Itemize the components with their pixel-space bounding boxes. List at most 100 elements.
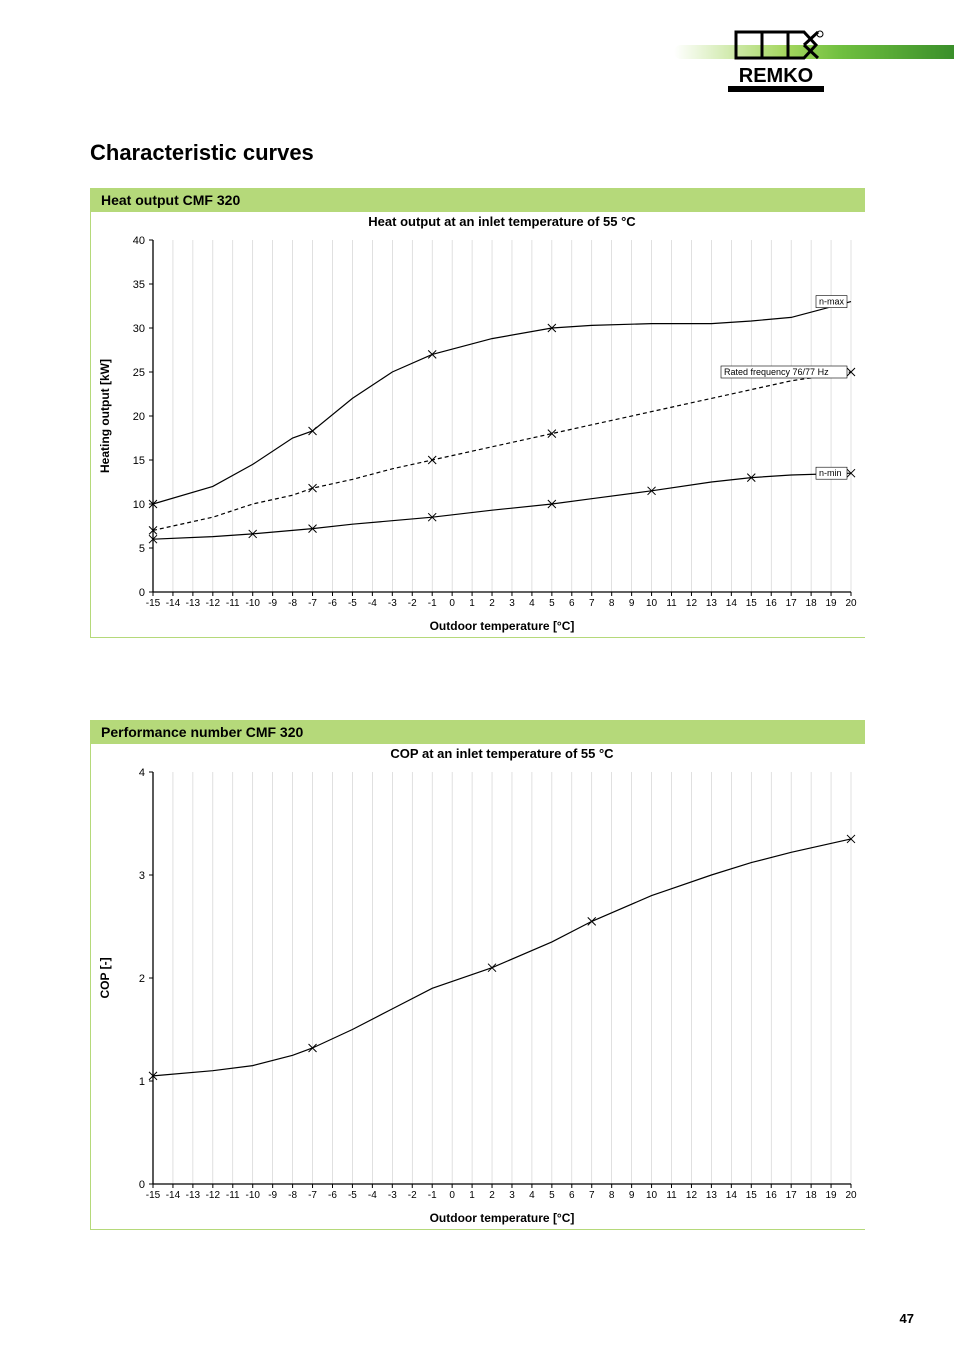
svg-text:25: 25 (133, 367, 145, 379)
chart1-plot-area: Heat output at an inlet temperature of 5… (91, 212, 865, 635)
svg-text:COP at an inlet temperature of: COP at an inlet temperature of 55 °C (390, 746, 614, 761)
svg-text:Outdoor temperature [°C]: Outdoor temperature [°C] (430, 1211, 575, 1225)
chart-heat-output: Heat output CMF 320 Heat output at an in… (90, 188, 865, 638)
svg-text:18: 18 (806, 1190, 818, 1201)
svg-text:n-max: n-max (819, 297, 845, 307)
brand-logo: REMKO (728, 28, 824, 96)
svg-text:-14: -14 (166, 598, 181, 609)
svg-text:-2: -2 (408, 598, 417, 609)
svg-text:-1: -1 (428, 598, 437, 609)
svg-text:30: 30 (133, 323, 145, 335)
svg-text:1: 1 (469, 598, 475, 609)
svg-text:19: 19 (825, 598, 837, 609)
brand-text: REMKO (739, 65, 813, 87)
svg-text:-4: -4 (368, 1190, 377, 1201)
svg-text:3: 3 (509, 1190, 515, 1201)
svg-text:-13: -13 (186, 598, 201, 609)
svg-text:35: 35 (133, 279, 145, 291)
svg-text:8: 8 (609, 1190, 615, 1201)
chart2-header: Performance number CMF 320 (91, 720, 865, 744)
svg-text:10: 10 (646, 598, 658, 609)
svg-text:-11: -11 (226, 1190, 240, 1201)
svg-text:-15: -15 (146, 1190, 161, 1201)
svg-text:3: 3 (139, 870, 145, 882)
svg-text:-11: -11 (226, 598, 240, 609)
svg-text:5: 5 (549, 598, 555, 609)
svg-text:20: 20 (133, 411, 145, 423)
svg-text:13: 13 (706, 598, 718, 609)
chart2-svg: COP at an inlet temperature of 55 °C-15-… (91, 744, 866, 1228)
svg-text:0: 0 (139, 1179, 145, 1191)
page-title: Characteristic curves (90, 140, 314, 166)
page-number: 47 (900, 1311, 914, 1326)
svg-text:4: 4 (529, 1190, 535, 1201)
svg-text:-3: -3 (388, 1190, 397, 1201)
svg-text:-7: -7 (308, 598, 317, 609)
svg-text:-5: -5 (348, 1190, 357, 1201)
svg-text:6: 6 (569, 598, 575, 609)
svg-text:-3: -3 (388, 598, 397, 609)
svg-text:5: 5 (139, 543, 145, 555)
svg-text:4: 4 (529, 598, 535, 609)
chart2-plot-area: COP at an inlet temperature of 55 °C-15-… (91, 744, 865, 1227)
svg-text:15: 15 (746, 1190, 758, 1201)
svg-text:11: 11 (666, 1190, 677, 1201)
svg-text:1: 1 (139, 1076, 145, 1088)
svg-text:-13: -13 (186, 1190, 201, 1201)
svg-text:-14: -14 (166, 1190, 181, 1201)
svg-text:Heating output [kW]: Heating output [kW] (98, 359, 112, 473)
svg-text:-8: -8 (288, 598, 297, 609)
svg-text:40: 40 (133, 235, 145, 247)
svg-text:10: 10 (133, 499, 145, 511)
chart-performance: Performance number CMF 320 COP at an inl… (90, 720, 865, 1230)
svg-text:20: 20 (845, 598, 857, 609)
svg-text:7: 7 (589, 598, 595, 609)
svg-text:15: 15 (133, 455, 145, 467)
svg-text:19: 19 (825, 1190, 837, 1201)
svg-text:14: 14 (726, 1190, 738, 1201)
svg-text:18: 18 (806, 598, 818, 609)
svg-text:-9: -9 (268, 598, 277, 609)
svg-text:3: 3 (509, 598, 515, 609)
svg-text:-2: -2 (408, 1190, 417, 1201)
svg-text:-12: -12 (206, 598, 221, 609)
svg-text:-6: -6 (328, 1190, 337, 1201)
svg-text:12: 12 (686, 1190, 698, 1201)
svg-text:9: 9 (629, 1190, 635, 1201)
svg-text:-5: -5 (348, 598, 357, 609)
svg-text:8: 8 (609, 598, 615, 609)
chart1-svg: Heat output at an inlet temperature of 5… (91, 212, 866, 636)
svg-text:1: 1 (469, 1190, 475, 1201)
svg-text:5: 5 (549, 1190, 555, 1201)
svg-text:Outdoor temperature [°C]: Outdoor temperature [°C] (430, 619, 575, 633)
svg-text:15: 15 (746, 598, 758, 609)
svg-text:2: 2 (489, 598, 495, 609)
svg-text:-10: -10 (245, 598, 260, 609)
svg-text:0: 0 (449, 1190, 455, 1201)
svg-text:n-min: n-min (819, 468, 842, 478)
svg-text:-10: -10 (245, 1190, 260, 1201)
svg-text:16: 16 (766, 598, 778, 609)
svg-text:-9: -9 (268, 1190, 277, 1201)
svg-text:0: 0 (139, 587, 145, 599)
svg-text:-7: -7 (308, 1190, 317, 1201)
svg-text:4: 4 (139, 767, 145, 779)
svg-text:-4: -4 (368, 598, 377, 609)
svg-text:2: 2 (489, 1190, 495, 1201)
svg-text:17: 17 (786, 1190, 798, 1201)
svg-text:7: 7 (589, 1190, 595, 1201)
svg-text:Rated frequency 76/77 Hz: Rated frequency 76/77 Hz (724, 367, 829, 377)
svg-text:-1: -1 (428, 1190, 437, 1201)
svg-text:0: 0 (449, 598, 455, 609)
chart1-header: Heat output CMF 320 (91, 188, 865, 212)
svg-text:10: 10 (646, 1190, 658, 1201)
svg-text:9: 9 (629, 598, 635, 609)
svg-text:-12: -12 (206, 1190, 221, 1201)
svg-text:13: 13 (706, 1190, 718, 1201)
svg-text:12: 12 (686, 598, 698, 609)
svg-text:2: 2 (139, 973, 145, 985)
svg-text:-6: -6 (328, 598, 337, 609)
svg-text:COP [-]: COP [-] (98, 957, 112, 998)
svg-text:Heat output at an inlet temper: Heat output at an inlet temperature of 5… (368, 214, 636, 229)
svg-text:-15: -15 (146, 598, 161, 609)
